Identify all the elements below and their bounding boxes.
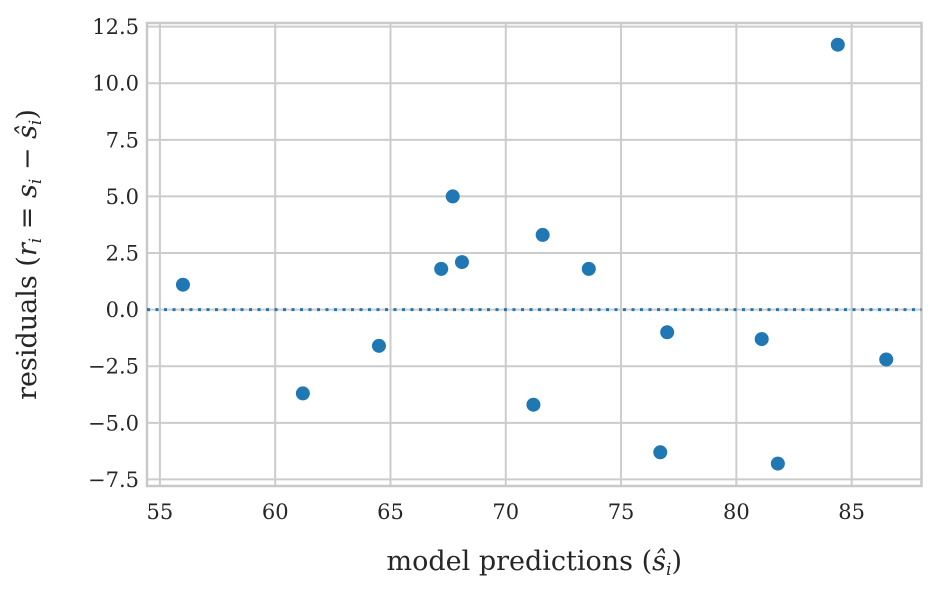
x-tick-label: 60 bbox=[262, 500, 289, 524]
data-point bbox=[879, 352, 894, 367]
x-tick-label: 75 bbox=[608, 500, 635, 524]
y-tick-label: 5.0 bbox=[106, 185, 139, 209]
x-axis-label: model predictions (ŝi) bbox=[387, 546, 683, 580]
data-point bbox=[445, 189, 460, 204]
data-point bbox=[653, 445, 668, 460]
y-axis-label: residuals (ri = si − ŝi) bbox=[12, 109, 46, 400]
scatter-points bbox=[175, 37, 894, 471]
data-point bbox=[660, 325, 675, 340]
data-point bbox=[434, 261, 449, 276]
x-tick-label: 55 bbox=[147, 500, 174, 524]
x-tick-label: 65 bbox=[377, 500, 404, 524]
x-tick-label: 85 bbox=[838, 500, 865, 524]
data-point bbox=[295, 386, 310, 401]
data-point bbox=[770, 456, 785, 471]
data-point bbox=[535, 227, 550, 242]
y-tick-label: 10.0 bbox=[92, 72, 139, 96]
grid bbox=[147, 23, 922, 486]
data-point bbox=[454, 255, 469, 270]
data-point bbox=[754, 332, 769, 347]
y-tick-label: 7.5 bbox=[106, 128, 139, 152]
data-point bbox=[830, 37, 845, 52]
data-point bbox=[371, 338, 386, 353]
y-tick-label: 0.0 bbox=[106, 298, 139, 322]
data-point bbox=[581, 261, 596, 276]
data-point bbox=[175, 277, 190, 292]
y-tick-label: 12.5 bbox=[92, 15, 139, 39]
x-tick-label: 70 bbox=[492, 500, 519, 524]
plot-border bbox=[145, 21, 923, 488]
x-tick-label: 80 bbox=[723, 500, 750, 524]
tick-labels: 55 60 65 70 75 80 85 12.5 10.0 7.5 5.0 2.5 0.0 −2.5 −5… bbox=[88, 15, 865, 524]
y-tick-label: −2.5 bbox=[88, 355, 139, 379]
y-tick-label: −5.0 bbox=[88, 411, 139, 435]
y-tick-label: −7.5 bbox=[88, 468, 139, 492]
data-point bbox=[526, 397, 541, 412]
y-tick-label: 2.5 bbox=[106, 242, 139, 266]
